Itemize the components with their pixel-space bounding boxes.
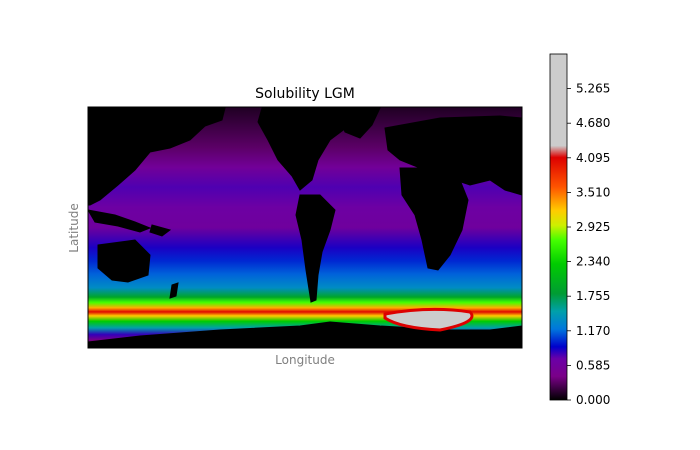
high-solubility-plume [383,307,474,332]
map-frame [87,106,523,349]
landmass-new-zealand [169,282,179,299]
landmass-south-america [295,194,336,303]
colorbar-tick-label: 3.510 [576,185,610,199]
landmass-asia [88,107,226,206]
colorbar-tick-label: 4.680 [576,116,610,130]
colorbar-tick-label: 1.755 [576,289,610,303]
landmass-europe-asia [384,115,522,196]
landmass-greenland [334,107,381,139]
chart-title: Solubility LGM [255,86,355,102]
colorbar-tick-label: 0.000 [576,393,610,407]
colorbar-tick-label: 0.585 [576,358,610,372]
colorbar: 0.000 0.585 1.170 1.755 2.340 2.925 3.510 4.095… [549,53,610,407]
x-axis-label: Longitude [275,353,335,367]
landmass-indonesia [88,209,152,233]
colorbar-tick-label: 1.170 [576,324,610,338]
y-axis-label: Latitude [67,203,81,252]
colorbar-ticks: 0.000 0.585 1.170 1.755 2.340 2.925 3.510 4.095… [567,82,610,407]
landmass-africa [399,167,469,271]
landmass-new-guinea [149,224,172,237]
colorbar-tick-label: 2.340 [576,255,610,269]
colorbar-tick-label: 5.265 [576,82,610,96]
colorbar-tick-label: 2.925 [576,220,610,234]
landmass-australia [97,239,151,283]
colorbar-tick-label: 4.095 [576,151,610,165]
map-plot-area [87,106,523,349]
colorbar-fill [549,53,568,401]
